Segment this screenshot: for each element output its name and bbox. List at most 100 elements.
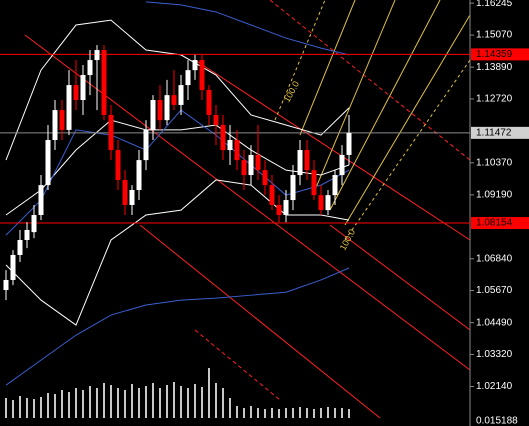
level-label: 1.08154 xyxy=(476,218,513,229)
candle-body xyxy=(311,170,317,196)
y-tick-label: 1.13890 xyxy=(476,62,513,73)
fan-line xyxy=(344,59,471,241)
volume-bar xyxy=(313,409,315,418)
y-tick-label: 1.15070 xyxy=(476,30,513,41)
fan-line xyxy=(274,0,326,121)
volume-bar xyxy=(187,388,189,418)
candle-body xyxy=(178,85,184,105)
volume-bar xyxy=(320,408,322,418)
candle-body xyxy=(220,125,226,151)
y-tick-label: 1.02140 xyxy=(476,381,513,392)
volume-bar xyxy=(222,388,224,418)
level-label-bg xyxy=(471,217,529,230)
volume-bar xyxy=(271,408,273,418)
candle-body xyxy=(157,100,163,121)
y-tick-label: 1.06840 xyxy=(476,253,513,264)
candle-body xyxy=(318,195,324,211)
volume-bar xyxy=(236,406,238,418)
candle-body xyxy=(136,160,142,190)
volume-bar xyxy=(68,392,70,418)
candle-body xyxy=(94,50,100,61)
candle-body xyxy=(115,150,121,180)
y-tick-label: 1.16245 xyxy=(476,0,513,9)
volume-bar xyxy=(341,408,343,418)
candle-body xyxy=(10,254,16,280)
candle-body xyxy=(122,179,128,205)
fan-line xyxy=(314,0,396,191)
volume-bar xyxy=(54,394,56,418)
volume-bar xyxy=(26,398,28,418)
volume-bar xyxy=(327,407,329,418)
candle-body xyxy=(248,154,254,176)
candle-body xyxy=(87,60,93,76)
candle-body xyxy=(332,175,338,196)
level-label-bg xyxy=(471,126,529,139)
indicator-line xyxy=(5,19,350,161)
volume-bar xyxy=(47,393,49,418)
channel-line xyxy=(24,34,471,371)
candle-body xyxy=(129,189,135,205)
volume-bar xyxy=(33,399,35,418)
volume-bar xyxy=(292,408,294,418)
candle-body xyxy=(206,89,212,115)
candle-body xyxy=(164,95,170,121)
indicator-line xyxy=(5,267,350,386)
y-tick-label: 1.10370 xyxy=(476,157,513,168)
fan-line xyxy=(329,0,441,211)
level-label-bg xyxy=(471,48,529,61)
candle-body xyxy=(52,110,58,140)
level-label: 1.11472 xyxy=(476,128,512,139)
candle-body xyxy=(185,70,191,86)
candle-body xyxy=(17,240,23,255)
volume-bar xyxy=(5,398,7,418)
volume-bar xyxy=(89,386,91,418)
channel-line xyxy=(194,59,471,241)
volume-bar xyxy=(96,388,98,418)
candle-body xyxy=(24,229,30,241)
volume-bar xyxy=(124,390,126,418)
candle-body xyxy=(73,85,79,101)
candle-body xyxy=(66,85,72,130)
volume-bar xyxy=(159,388,161,418)
candle-body xyxy=(45,139,51,186)
volume-bar xyxy=(131,384,133,418)
volume-bar xyxy=(278,409,280,418)
candle-body xyxy=(38,185,44,216)
level-label: 1.14359 xyxy=(476,49,513,60)
candle-body xyxy=(31,215,37,233)
volume-bar xyxy=(138,388,140,418)
volume-bar xyxy=(250,406,252,418)
y-tick-label: 1.05670 xyxy=(476,285,513,296)
candle-body xyxy=(59,110,65,130)
candle-body xyxy=(290,175,296,201)
candle-body xyxy=(80,75,86,101)
volume-bar xyxy=(243,408,245,418)
candle-body xyxy=(255,154,261,171)
volume-bar xyxy=(334,408,336,418)
volume-bar xyxy=(82,390,84,418)
fan-line xyxy=(299,0,356,136)
volume-bar xyxy=(257,408,259,418)
channel-line xyxy=(194,329,281,401)
volume-bar xyxy=(229,398,231,418)
volume-bar xyxy=(306,408,308,418)
candle-body xyxy=(241,160,247,176)
candle-body xyxy=(325,195,331,211)
indicator-line xyxy=(5,179,350,326)
volume-bar xyxy=(145,386,147,418)
volume-tick-label: 0.015188 xyxy=(476,416,518,426)
volume-bar xyxy=(117,388,119,418)
candle-body xyxy=(269,185,275,205)
candle-body xyxy=(213,114,219,126)
volume-bar xyxy=(61,390,63,418)
y-tick-label: 1.12720 xyxy=(476,94,513,105)
candle-body xyxy=(283,200,289,216)
volume-bar xyxy=(40,397,42,418)
y-tick-label: 1.04490 xyxy=(476,317,513,328)
candle-body xyxy=(101,50,107,115)
volume-bar xyxy=(180,386,182,418)
candle-body xyxy=(304,150,310,171)
